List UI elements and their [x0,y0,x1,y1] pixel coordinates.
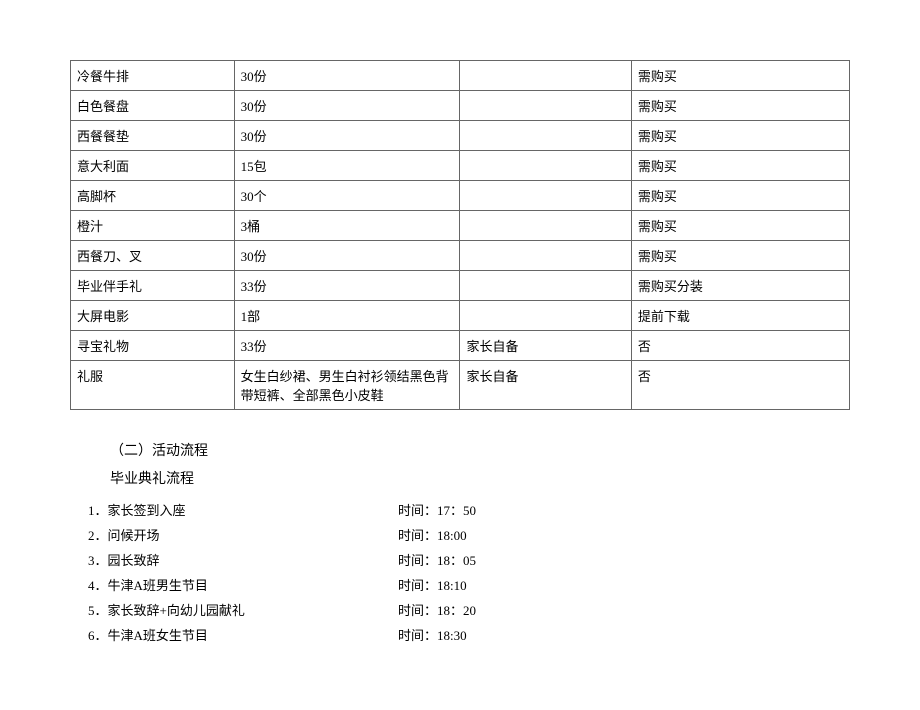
schedule-label: 6．牛津A班女生节目 [88,625,398,644]
table-cell: 30个 [234,181,460,211]
table-cell: 提前下载 [631,301,849,331]
table-cell [460,151,631,181]
table-cell: 高脚杯 [71,181,235,211]
table-cell [460,121,631,151]
table-row: 西餐刀、叉30份 需购买 [71,241,850,271]
schedule-item: 4．牛津A班男生节目时间：18:10 [88,575,850,594]
table-cell [460,241,631,271]
table-cell: 33份 [234,271,460,301]
table-cell: 寻宝礼物 [71,331,235,361]
schedule-item: 2．问候开场时间：18:00 [88,525,850,544]
table-cell: 30份 [234,61,460,91]
table-cell: 15包 [234,151,460,181]
materials-table: 冷餐牛排30份需购买白色餐盘30份需购买西餐餐垫30份需购买意大利面15包需购买… [70,60,850,410]
table-cell: 需购买 [631,121,849,151]
sub-heading: 毕业典礼流程 [110,468,850,488]
table-row: 橙汁3桶 需购买 [71,211,850,241]
schedule-label: 4．牛津A班男生节目 [88,575,398,594]
table-cell [460,271,631,301]
table-cell: 礼服 [71,361,235,410]
schedule-label: 5．家长致辞+向幼儿园献礼 [88,600,398,619]
table-cell: 需购买分装 [631,271,849,301]
table-cell: 需购买 [631,241,849,271]
table-cell: 西餐刀、叉 [71,241,235,271]
schedule-list: 1．家长签到入座时间：17：502．问候开场时间：18:003．园长致辞时间：1… [88,500,850,644]
schedule-item: 5．家长致辞+向幼儿园献礼时间：18：20 [88,600,850,619]
table-cell: 1部 [234,301,460,331]
table-cell: 30份 [234,91,460,121]
table-cell: 橙汁 [71,211,235,241]
table-cell: 30份 [234,121,460,151]
table-row: 寻宝礼物33份家长自备否 [71,331,850,361]
table-cell: 需购买 [631,91,849,121]
table-cell: 3桶 [234,211,460,241]
schedule-time: 时间：18：05 [398,550,476,569]
section-heading: （二）活动流程 [110,440,850,460]
table-cell: 需购买 [631,181,849,211]
schedule-item: 1．家长签到入座时间：17：50 [88,500,850,519]
schedule-label: 3．园长致辞 [88,550,398,569]
table-row: 礼服女生白纱裙、男生白衬衫领结黑色背带短裤、全部黑色小皮鞋家长自备否 [71,361,850,410]
schedule-time: 时间：18：20 [398,600,476,619]
schedule-time: 时间：18:30 [398,625,467,644]
table-cell [460,181,631,211]
table-cell: 需购买 [631,151,849,181]
schedule-label: 2．问候开场 [88,525,398,544]
table-cell: 冷餐牛排 [71,61,235,91]
table-cell: 意大利面 [71,151,235,181]
schedule-time: 时间：17：50 [398,500,476,519]
table-row: 白色餐盘30份 需购买 [71,91,850,121]
table-cell: 需购买 [631,61,849,91]
table-cell: 否 [631,331,849,361]
table-cell [460,61,631,91]
table-cell: 家长自备 [460,361,631,410]
table-cell: 家长自备 [460,331,631,361]
table-cell [460,301,631,331]
schedule-time: 时间：18:10 [398,575,467,594]
table-cell: 30份 [234,241,460,271]
table-cell [460,211,631,241]
table-cell [460,91,631,121]
schedule-item: 3．园长致辞时间：18：05 [88,550,850,569]
table-cell: 白色餐盘 [71,91,235,121]
table-cell: 否 [631,361,849,410]
table-cell: 需购买 [631,211,849,241]
schedule-item: 6．牛津A班女生节目时间：18:30 [88,625,850,644]
table-row: 大屏电影1部 提前下载 [71,301,850,331]
table-cell: 大屏电影 [71,301,235,331]
table-cell: 西餐餐垫 [71,121,235,151]
table-row: 高脚杯30个 需购买 [71,181,850,211]
schedule-label: 1．家长签到入座 [88,500,398,519]
table-cell: 女生白纱裙、男生白衬衫领结黑色背带短裤、全部黑色小皮鞋 [234,361,460,410]
schedule-time: 时间：18:00 [398,525,467,544]
table-row: 西餐餐垫30份 需购买 [71,121,850,151]
table-row: 意大利面15包 需购买 [71,151,850,181]
table-row: 毕业伴手礼33份 需购买分装 [71,271,850,301]
table-cell: 33份 [234,331,460,361]
table-row: 冷餐牛排30份 需购买 [71,61,850,91]
table-cell: 毕业伴手礼 [71,271,235,301]
